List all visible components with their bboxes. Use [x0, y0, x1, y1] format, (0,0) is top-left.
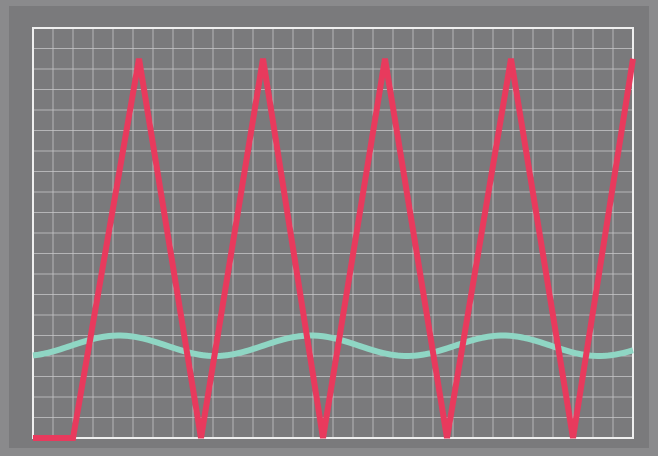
series-line-triangle — [33, 58, 636, 441]
chart-panel — [9, 6, 649, 448]
series-line-sine — [32, 332, 634, 359]
plot-border — [32, 27, 634, 439]
series-layer — [32, 58, 636, 441]
